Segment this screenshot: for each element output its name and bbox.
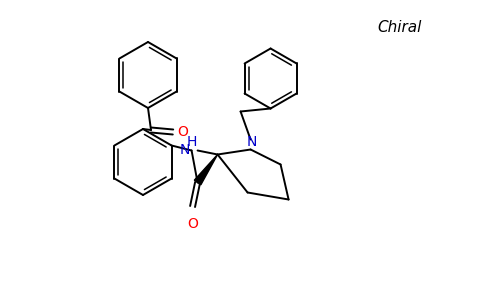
Text: O: O (177, 125, 188, 139)
Text: N: N (180, 142, 190, 157)
Polygon shape (194, 154, 218, 185)
Text: Chiral: Chiral (378, 20, 422, 35)
Text: O: O (187, 217, 198, 230)
Text: N: N (246, 136, 257, 149)
Text: H: H (186, 136, 197, 149)
